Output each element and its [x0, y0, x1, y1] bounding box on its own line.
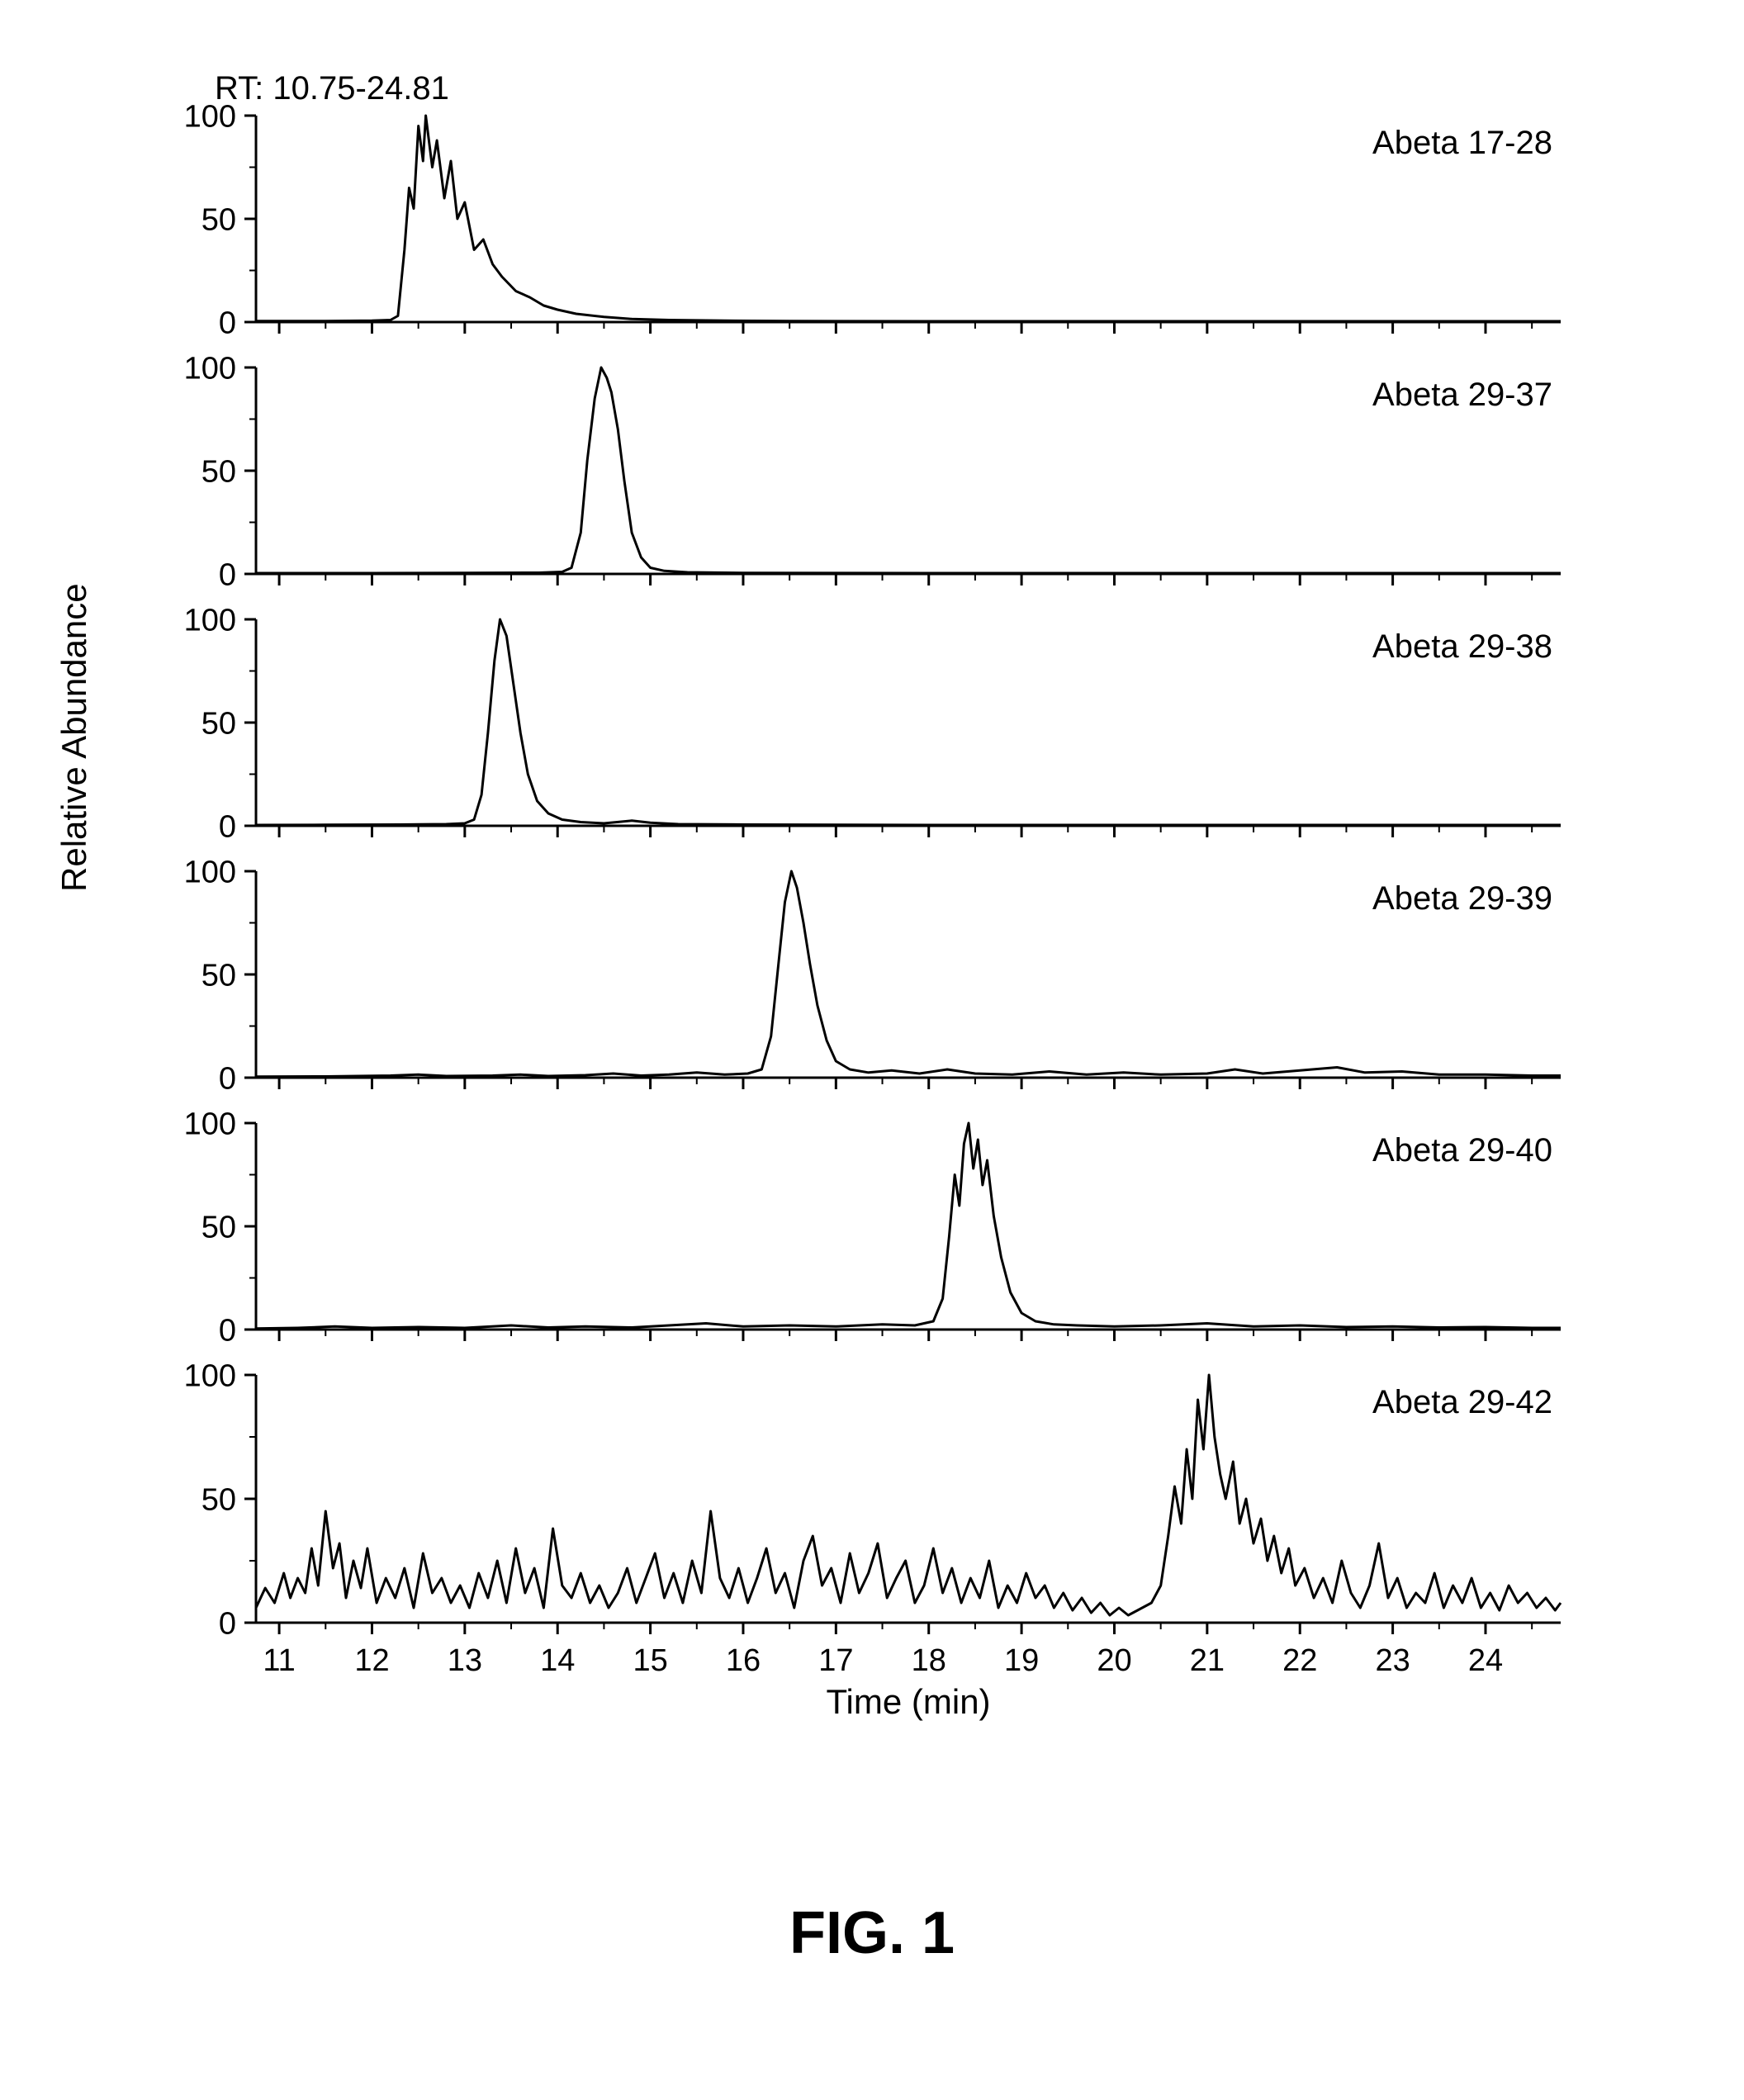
svg-text:14: 14: [540, 1643, 575, 1678]
svg-text:0: 0: [219, 1313, 236, 1348]
panel-5: 0 50 100 11 12 13 14 15 16 17 18 19 20 21 22 23 24 Abeta …: [184, 1358, 1561, 1678]
svg-text:Time (min): Time (min): [826, 1682, 990, 1721]
svg-text:12: 12: [354, 1643, 389, 1678]
svg-text:15: 15: [633, 1643, 667, 1678]
chromatogram-trace: [256, 619, 1561, 825]
svg-text:23: 23: [1375, 1643, 1410, 1678]
svg-text:Abeta 29-37: Abeta 29-37: [1372, 377, 1552, 413]
svg-text:50: 50: [201, 1482, 236, 1517]
panel-3: 0 50 100 Abeta 29-39: [184, 855, 1561, 1096]
svg-text:24: 24: [1468, 1643, 1503, 1678]
panel-1: 0 50 100 Abeta 29-37: [184, 351, 1561, 592]
svg-text:0: 0: [219, 557, 236, 592]
svg-text:18: 18: [912, 1643, 946, 1678]
svg-text:22: 22: [1282, 1643, 1317, 1678]
svg-text:50: 50: [201, 958, 236, 993]
svg-text:Abeta 29-42: Abeta 29-42: [1372, 1384, 1552, 1420]
svg-text:100: 100: [184, 1358, 236, 1393]
svg-text:20: 20: [1097, 1643, 1131, 1678]
svg-text:11: 11: [263, 1643, 295, 1678]
svg-text:50: 50: [201, 1210, 236, 1244]
svg-text:0: 0: [219, 306, 236, 340]
svg-text:0: 0: [219, 1606, 236, 1641]
svg-text:21: 21: [1190, 1643, 1225, 1678]
svg-text:100: 100: [184, 855, 236, 889]
svg-text:13: 13: [448, 1643, 482, 1678]
svg-text:100: 100: [184, 99, 236, 134]
panel-2: 0 50 100 Abeta 29-38: [184, 603, 1561, 844]
svg-text:100: 100: [184, 351, 236, 386]
panel-4: 0 50 100 Abeta 29-40: [184, 1107, 1561, 1348]
svg-text:19: 19: [1004, 1643, 1039, 1678]
svg-text:17: 17: [818, 1643, 853, 1678]
svg-text:Abeta 29-38: Abeta 29-38: [1372, 628, 1552, 665]
svg-text:Abeta 29-39: Abeta 29-39: [1372, 880, 1552, 917]
svg-text:50: 50: [201, 454, 236, 489]
panel-0: 0 50 100 Abeta 17-28: [184, 99, 1561, 340]
svg-text:Abeta 29-40: Abeta 29-40: [1372, 1132, 1552, 1169]
svg-text:100: 100: [184, 1107, 236, 1141]
svg-text:100: 100: [184, 603, 236, 638]
svg-text:0: 0: [219, 1061, 236, 1096]
svg-text:Abeta 17-28: Abeta 17-28: [1372, 125, 1552, 161]
svg-text:0: 0: [219, 809, 236, 844]
chromatogram-trace: [256, 1375, 1561, 1615]
figure-caption: FIG. 1: [0, 1899, 1744, 1967]
chromatogram-trace: [256, 1123, 1561, 1329]
chromatogram-stack: 0 50 100 Abeta 17-28 0 50 100 Abeta 29-37 0 50 100…: [0, 0, 1744, 1817]
figure-page: RT: 10.75-24.81 Relative Abundance 05010…: [0, 0, 1744, 2100]
svg-text:50: 50: [201, 202, 236, 237]
svg-text:50: 50: [201, 706, 236, 741]
chromatogram-trace: [256, 871, 1561, 1077]
chromatogram-trace: [256, 116, 1561, 321]
svg-text:16: 16: [726, 1643, 761, 1678]
chromatogram-trace: [256, 367, 1561, 573]
